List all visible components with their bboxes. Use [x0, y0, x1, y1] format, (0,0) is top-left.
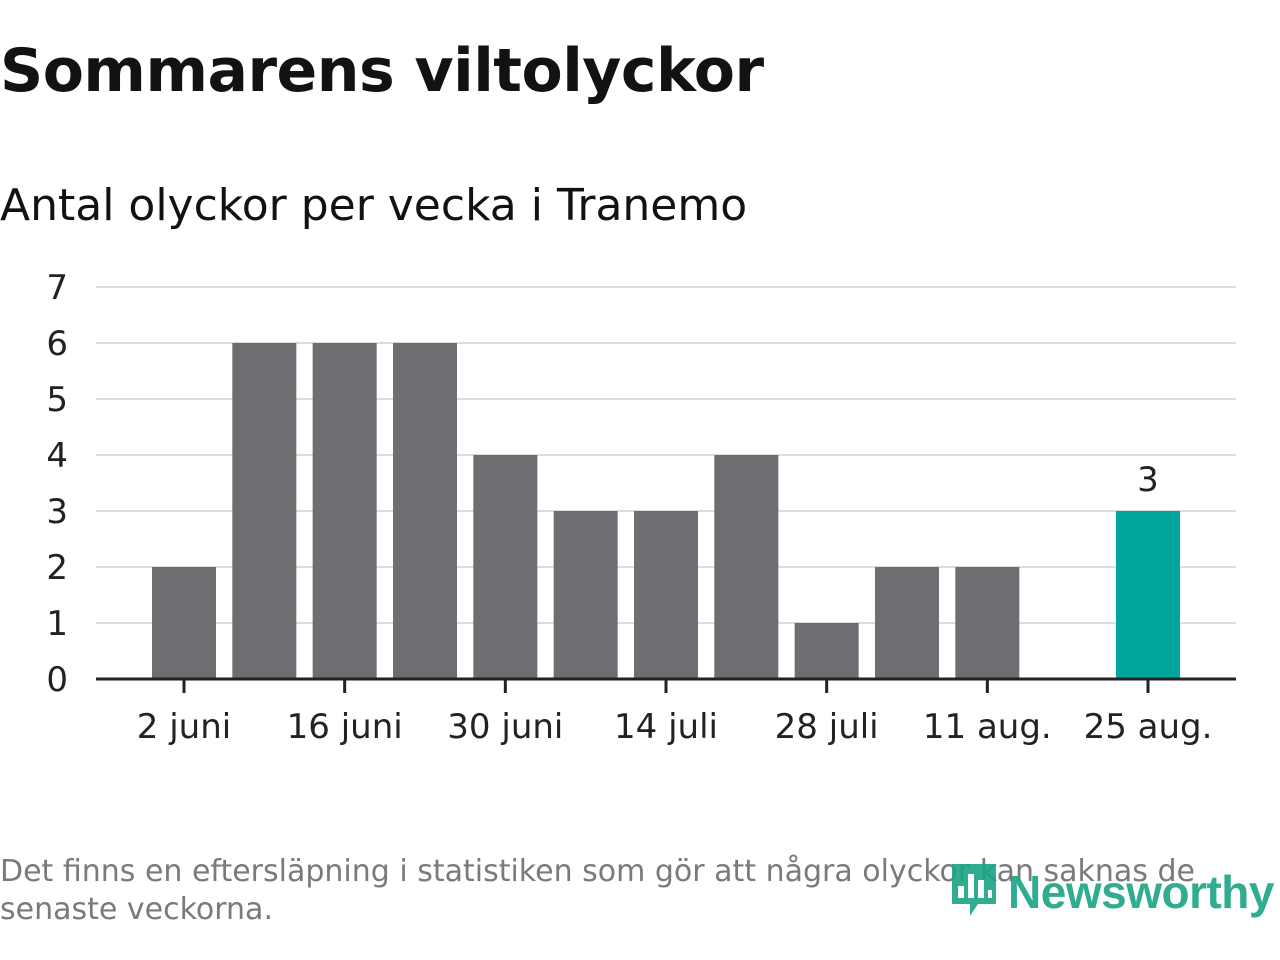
- bars: [152, 343, 1180, 679]
- bar-14-juli: [634, 511, 698, 679]
- y-tick-label: 7: [46, 268, 68, 308]
- y-axis-ticks: 0 1 2 3 4 5 6 7: [46, 268, 68, 700]
- x-axis-ticks: 2 juni 16 juni 30 juni 14 juli 28 juli 11 aug…: [137, 679, 1213, 747]
- x-tick-label: 30 juni: [447, 707, 563, 747]
- bar-7-juli: [553, 511, 618, 679]
- y-tick-label: 1: [46, 604, 68, 644]
- bar-30-juni: [473, 455, 538, 679]
- bar-25-aug-: [1116, 511, 1180, 679]
- bar-2-juni: [152, 567, 216, 679]
- bar-21-juli: [714, 455, 779, 679]
- y-tick-label: 0: [46, 660, 68, 700]
- y-tick-label: 5: [46, 380, 68, 420]
- data-label: 3: [1137, 460, 1159, 500]
- bar-chart: 0 1 2 3 4 5 6 7 2 juni 16 juni 30 juni 14 juli 28 j…: [46, 268, 1236, 747]
- x-tick-label: 2 juni: [137, 707, 231, 747]
- x-tick-label: 16 juni: [287, 707, 403, 747]
- y-tick-label: 4: [46, 436, 68, 476]
- bar-28-juli: [794, 623, 859, 679]
- bar-4-aug-: [875, 567, 939, 679]
- chart-title: Sommarens viltolyckor: [0, 36, 764, 106]
- brand-logo: Newsworthy: [948, 860, 1274, 924]
- bar-9-juni: [232, 343, 297, 679]
- chart-subtitle: Antal olyckor per vecka i Tranemo: [0, 180, 748, 231]
- y-tick-label: 3: [46, 492, 68, 532]
- x-tick-label: 14 juli: [614, 707, 718, 747]
- brand-name: Newsworthy: [1008, 866, 1274, 918]
- bar-16-juni: [312, 343, 377, 679]
- newsworthy-bar-chart-icon: [952, 864, 997, 916]
- x-tick-label: 25 aug.: [1084, 707, 1213, 747]
- y-tick-label: 2: [46, 548, 68, 588]
- bar-23-juni: [393, 343, 457, 679]
- data-labels: 3: [1137, 460, 1159, 500]
- x-tick-label: 28 juli: [775, 707, 879, 747]
- y-tick-label: 6: [46, 324, 68, 364]
- x-tick-label: 11 aug.: [923, 707, 1052, 747]
- bar-11-aug-: [955, 567, 1020, 679]
